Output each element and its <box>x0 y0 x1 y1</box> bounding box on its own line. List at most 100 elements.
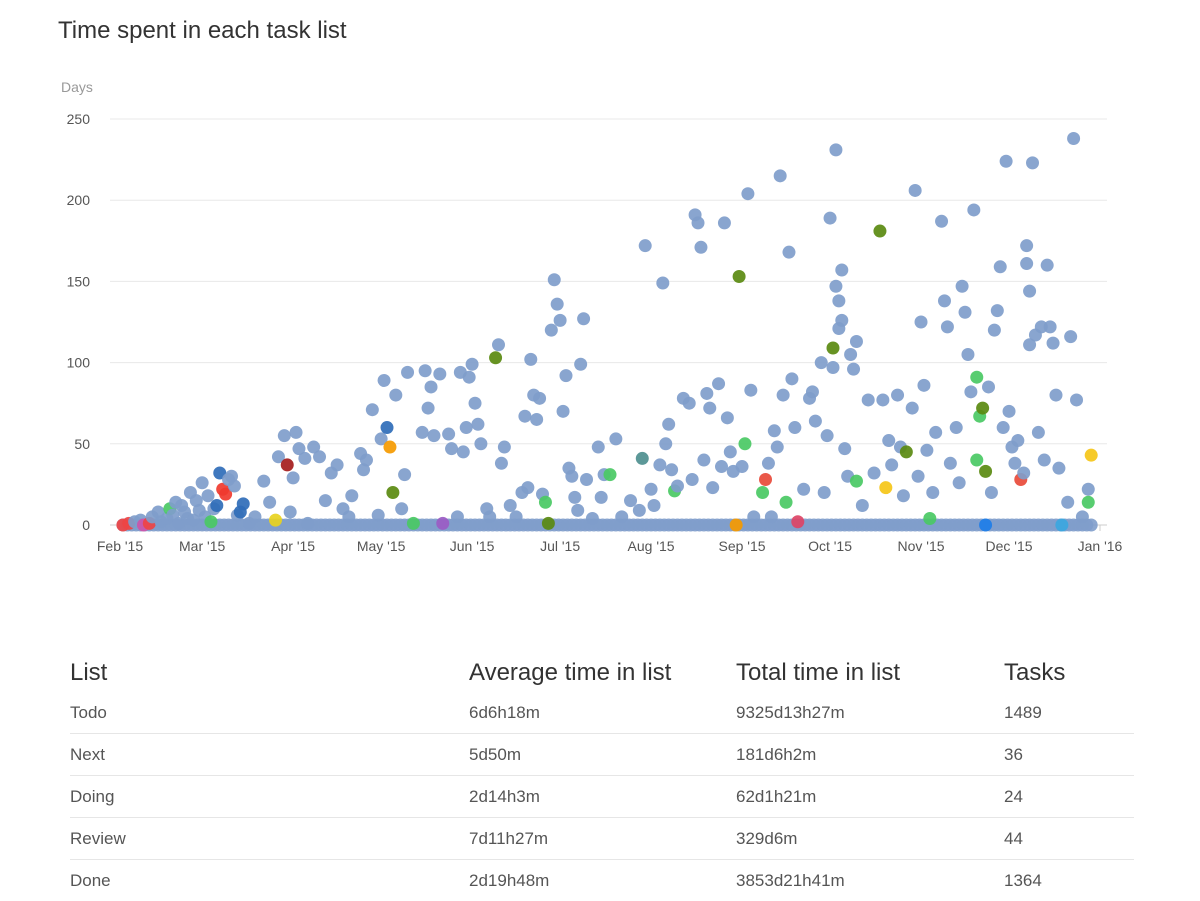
data-point <box>204 515 217 528</box>
data-point <box>991 304 1004 317</box>
data-point <box>386 486 399 499</box>
data-point <box>1041 259 1054 272</box>
data-point <box>1008 457 1021 470</box>
cell-total-time: 3853d21h41m <box>736 860 1004 901</box>
data-point <box>917 379 930 392</box>
data-point <box>765 510 778 523</box>
data-point <box>826 361 839 374</box>
data-point <box>495 457 508 470</box>
cell-total-time: 62d1h21m <box>736 776 1004 818</box>
data-point <box>923 512 936 525</box>
data-point <box>568 491 581 504</box>
table-row: Done 2d19h48m 3853d21h41m 1364 <box>70 860 1134 901</box>
data-point <box>876 393 889 406</box>
data-point <box>269 514 282 527</box>
data-point <box>994 260 1007 273</box>
data-point <box>595 491 608 504</box>
x-tick-label: Jan '16 <box>1078 538 1123 554</box>
data-point <box>970 454 983 467</box>
data-point <box>1032 426 1045 439</box>
data-point <box>979 465 992 478</box>
data-point <box>469 397 482 410</box>
data-point <box>422 402 435 415</box>
task-list-table: List Average time in list Total time in … <box>70 654 1134 901</box>
data-point <box>703 402 716 415</box>
data-point <box>976 402 989 415</box>
data-point <box>202 489 215 502</box>
data-point <box>1044 320 1057 333</box>
data-point <box>196 476 209 489</box>
table-row: Next 5d50m 181d6h2m 36 <box>70 734 1134 776</box>
data-point <box>838 442 851 455</box>
x-tick-label: Oct '15 <box>808 538 852 554</box>
data-point <box>401 366 414 379</box>
cell-tasks: 36 <box>1004 734 1134 776</box>
data-point <box>909 184 922 197</box>
x-tick-label: Sep '15 <box>719 538 766 554</box>
data-point <box>956 280 969 293</box>
data-point <box>237 497 250 510</box>
header-tasks: Tasks <box>1004 654 1134 692</box>
data-point <box>829 143 842 156</box>
data-point <box>885 458 898 471</box>
data-point <box>551 298 564 311</box>
data-point <box>521 481 534 494</box>
data-point <box>809 415 822 428</box>
cell-list: Todo <box>70 692 469 734</box>
data-point <box>457 445 470 458</box>
data-point <box>988 324 1001 337</box>
data-point <box>633 504 646 517</box>
header-total-time: Total time in list <box>736 654 1004 692</box>
data-point <box>433 367 446 380</box>
data-point <box>920 444 933 457</box>
data-point <box>492 338 505 351</box>
data-point <box>926 486 939 499</box>
data-point <box>313 450 326 463</box>
x-tick-label: Jun '15 <box>450 538 495 554</box>
data-point <box>395 502 408 515</box>
data-point <box>474 437 487 450</box>
data-point <box>342 510 355 523</box>
data-point <box>471 418 484 431</box>
data-point <box>419 364 432 377</box>
data-point <box>741 187 754 200</box>
x-tick-label: May '15 <box>357 538 406 554</box>
data-point <box>1052 462 1065 475</box>
data-point <box>504 499 517 512</box>
data-point <box>671 480 684 493</box>
data-point <box>483 510 496 523</box>
data-point <box>653 458 666 471</box>
cell-total-time: 181d6h2m <box>736 734 1004 776</box>
data-point <box>1047 337 1060 350</box>
data-point <box>436 517 449 530</box>
data-point <box>489 351 502 364</box>
data-point <box>1038 454 1051 467</box>
data-point <box>738 437 751 450</box>
data-point <box>639 239 652 252</box>
data-point <box>797 483 810 496</box>
data-point <box>929 426 942 439</box>
y-tick-label: 200 <box>67 192 91 208</box>
data-point <box>724 445 737 458</box>
data-point <box>383 441 396 454</box>
data-point <box>1067 132 1080 145</box>
data-point <box>856 499 869 512</box>
cell-list: Next <box>70 734 469 776</box>
data-point <box>771 441 784 454</box>
data-point <box>248 510 261 523</box>
data-point <box>574 358 587 371</box>
data-point <box>844 348 857 361</box>
data-point <box>290 426 303 439</box>
data-point <box>1020 257 1033 270</box>
data-point <box>557 405 570 418</box>
data-point <box>533 392 546 405</box>
data-point <box>868 467 881 480</box>
data-point <box>718 216 731 229</box>
cell-total-time: 9325d13h27m <box>736 692 1004 734</box>
cell-list: Done <box>70 860 469 901</box>
data-point <box>815 356 828 369</box>
data-point <box>381 421 394 434</box>
data-point <box>756 486 769 499</box>
data-point <box>1085 449 1098 462</box>
